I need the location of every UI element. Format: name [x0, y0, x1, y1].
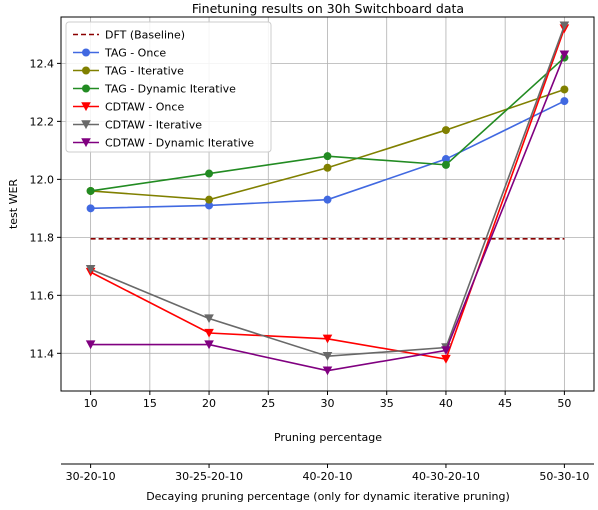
data-point	[559, 21, 570, 31]
grid	[61, 17, 594, 391]
secondary-x-tick-label: 40-30-20-10	[412, 470, 480, 483]
x-tick-label: 35	[380, 397, 394, 410]
secondary-axis-ticks: 30-20-10 30-25-20-10 40-20-10 40-30-20-10 50…	[66, 464, 589, 483]
axis-ticks: 10 15 20 25 30 35 40 45 50 11.4 11.6 11.8 12.0 12.2 12…	[30, 57, 572, 410]
x-tick-label: 20	[202, 397, 216, 410]
secondary-x-tick-label: 40-20-10	[303, 470, 353, 483]
legend-label: TAG - Dynamic Iterative	[104, 83, 236, 96]
x-tick-label: 50	[557, 397, 571, 410]
y-tick-label: 12.2	[30, 115, 55, 128]
legend-marker	[81, 138, 91, 148]
data-point	[322, 334, 333, 344]
secondary-x-tick-label: 50-30-10	[539, 470, 589, 483]
data-point	[560, 85, 569, 94]
data-point	[205, 195, 214, 204]
legend-item: TAG - Dynamic Iterative	[73, 83, 236, 96]
data-point	[85, 265, 96, 274]
legend-label: CDTAW - Once	[105, 101, 184, 114]
y-tick-label: 11.8	[30, 231, 55, 244]
legend-box	[65, 21, 272, 153]
data-point	[205, 201, 214, 210]
y-tick-label: 11.6	[30, 289, 55, 302]
secondary-x-tick-label: 30-20-10	[66, 470, 116, 483]
legend-label: CDTAW - Iterative	[105, 119, 202, 132]
legend-item: CDTAW - Iterative	[73, 119, 202, 132]
data-point	[205, 169, 214, 178]
y-tick-label: 12.0	[30, 173, 55, 186]
legend-item: TAG - Iterative	[73, 65, 184, 78]
legend-item: TAG - Once	[73, 47, 166, 60]
data-point	[441, 346, 451, 356]
legend-marker	[82, 48, 90, 57]
data-point	[559, 50, 570, 60]
secondary-x-tick-label: 30-25-20-10	[175, 470, 243, 483]
legend-marker	[81, 102, 91, 112]
data-point	[86, 186, 95, 195]
legend-marker	[82, 66, 90, 75]
chart-title: Finetuning results on 30h Switchboard da…	[192, 1, 464, 16]
x-tick-label: 45	[498, 397, 512, 410]
legend-item: CDTAW - Dynamic Iterative	[73, 137, 254, 150]
y-tick-label: 11.4	[30, 347, 55, 360]
x-tick-label: 30	[321, 397, 335, 410]
x-tick-label: 40	[439, 397, 453, 410]
plot-series	[85, 21, 570, 376]
legend-label: TAG - Once	[104, 47, 166, 60]
legend: DFT (Baseline) TAG - Once TAG - Iterative T…	[65, 21, 272, 153]
y-axis-label: test WER	[7, 179, 20, 229]
x-tick-label: 10	[84, 397, 98, 410]
legend-item: CDTAW - Once	[73, 101, 184, 114]
series-cdtaw-dynamic-iterative	[85, 50, 570, 376]
data-point	[323, 163, 332, 172]
y-tick-label: 12.4	[30, 57, 55, 70]
legend-label: TAG - Iterative	[104, 65, 184, 78]
legend-label: CDTAW - Dynamic Iterative	[105, 137, 254, 150]
x-axis-label: Pruning percentage	[274, 431, 382, 444]
data-point	[441, 160, 450, 169]
data-point	[441, 126, 450, 135]
legend-marker	[82, 84, 90, 93]
data-point	[560, 97, 569, 106]
legend-item: DFT (Baseline)	[73, 29, 185, 42]
data-point	[322, 352, 333, 361]
data-point	[86, 204, 95, 213]
legend-label: DFT (Baseline)	[105, 29, 185, 42]
data-point	[323, 152, 332, 161]
secondary-x-axis-label: Decaying pruning percentage (only for dy…	[146, 490, 510, 503]
data-point	[85, 340, 96, 350]
data-point	[441, 155, 450, 164]
data-point	[323, 195, 332, 204]
series-tag-once	[86, 97, 569, 213]
data-point	[204, 314, 214, 324]
legend-marker	[81, 120, 91, 130]
x-tick-label: 15	[143, 397, 157, 410]
data-point	[441, 354, 451, 364]
data-point	[322, 366, 333, 376]
series-tag-dynamic-iterative	[86, 53, 569, 195]
data-point	[204, 328, 214, 338]
x-tick-label: 25	[261, 397, 275, 410]
data-point	[204, 340, 214, 350]
